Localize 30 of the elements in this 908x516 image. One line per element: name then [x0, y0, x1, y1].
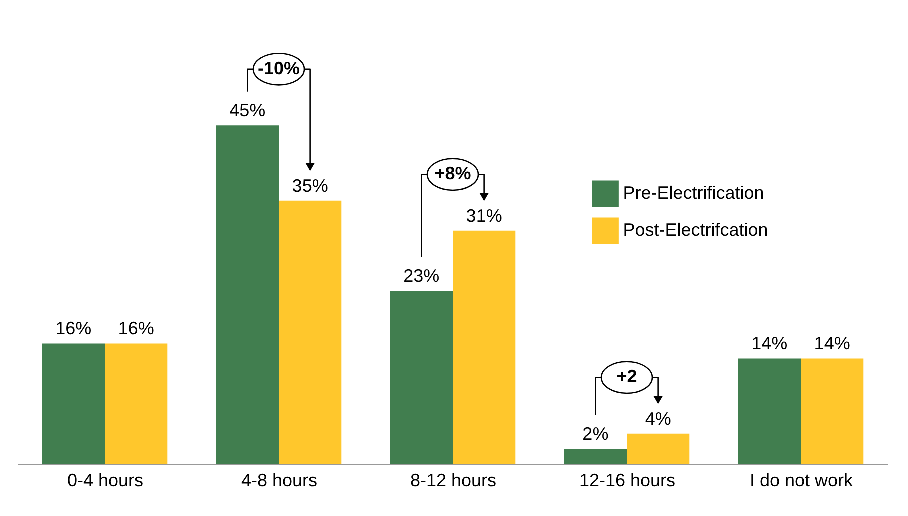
data-label: 35%	[292, 176, 328, 196]
data-label: 23%	[404, 266, 440, 286]
bar	[42, 344, 105, 464]
bar	[738, 358, 801, 464]
data-label: 2%	[582, 424, 609, 444]
bar	[627, 434, 690, 464]
data-label: 31%	[466, 206, 502, 226]
bar	[453, 230, 516, 464]
legend-label: Pre-Electrification	[623, 183, 764, 203]
bar	[216, 126, 279, 464]
x-tick-label: 12-16 hours	[579, 470, 676, 490]
bar	[564, 448, 627, 464]
legend-label: Post-Electrifcation	[623, 220, 768, 240]
bar	[105, 344, 168, 464]
x-tick-label: I do not work	[750, 470, 854, 490]
annotation: +8%	[434, 164, 472, 184]
x-tick-label: 0-4 hours	[67, 470, 144, 490]
annotation: +2	[616, 366, 638, 387]
data-label: 14%	[814, 334, 850, 354]
data-label: 16%	[118, 318, 154, 339]
data-label: 45%	[230, 100, 266, 121]
x-tick-label: 4-8 hours	[241, 470, 318, 490]
x-tick-label: 8-12 hours	[410, 470, 497, 490]
data-label: 4%	[645, 408, 672, 429]
bar	[390, 291, 453, 464]
bar	[279, 200, 342, 464]
text: -10%	[258, 58, 300, 78]
data-label: 16%	[56, 318, 92, 339]
bar	[801, 358, 864, 464]
data-label: 14%	[752, 334, 788, 354]
